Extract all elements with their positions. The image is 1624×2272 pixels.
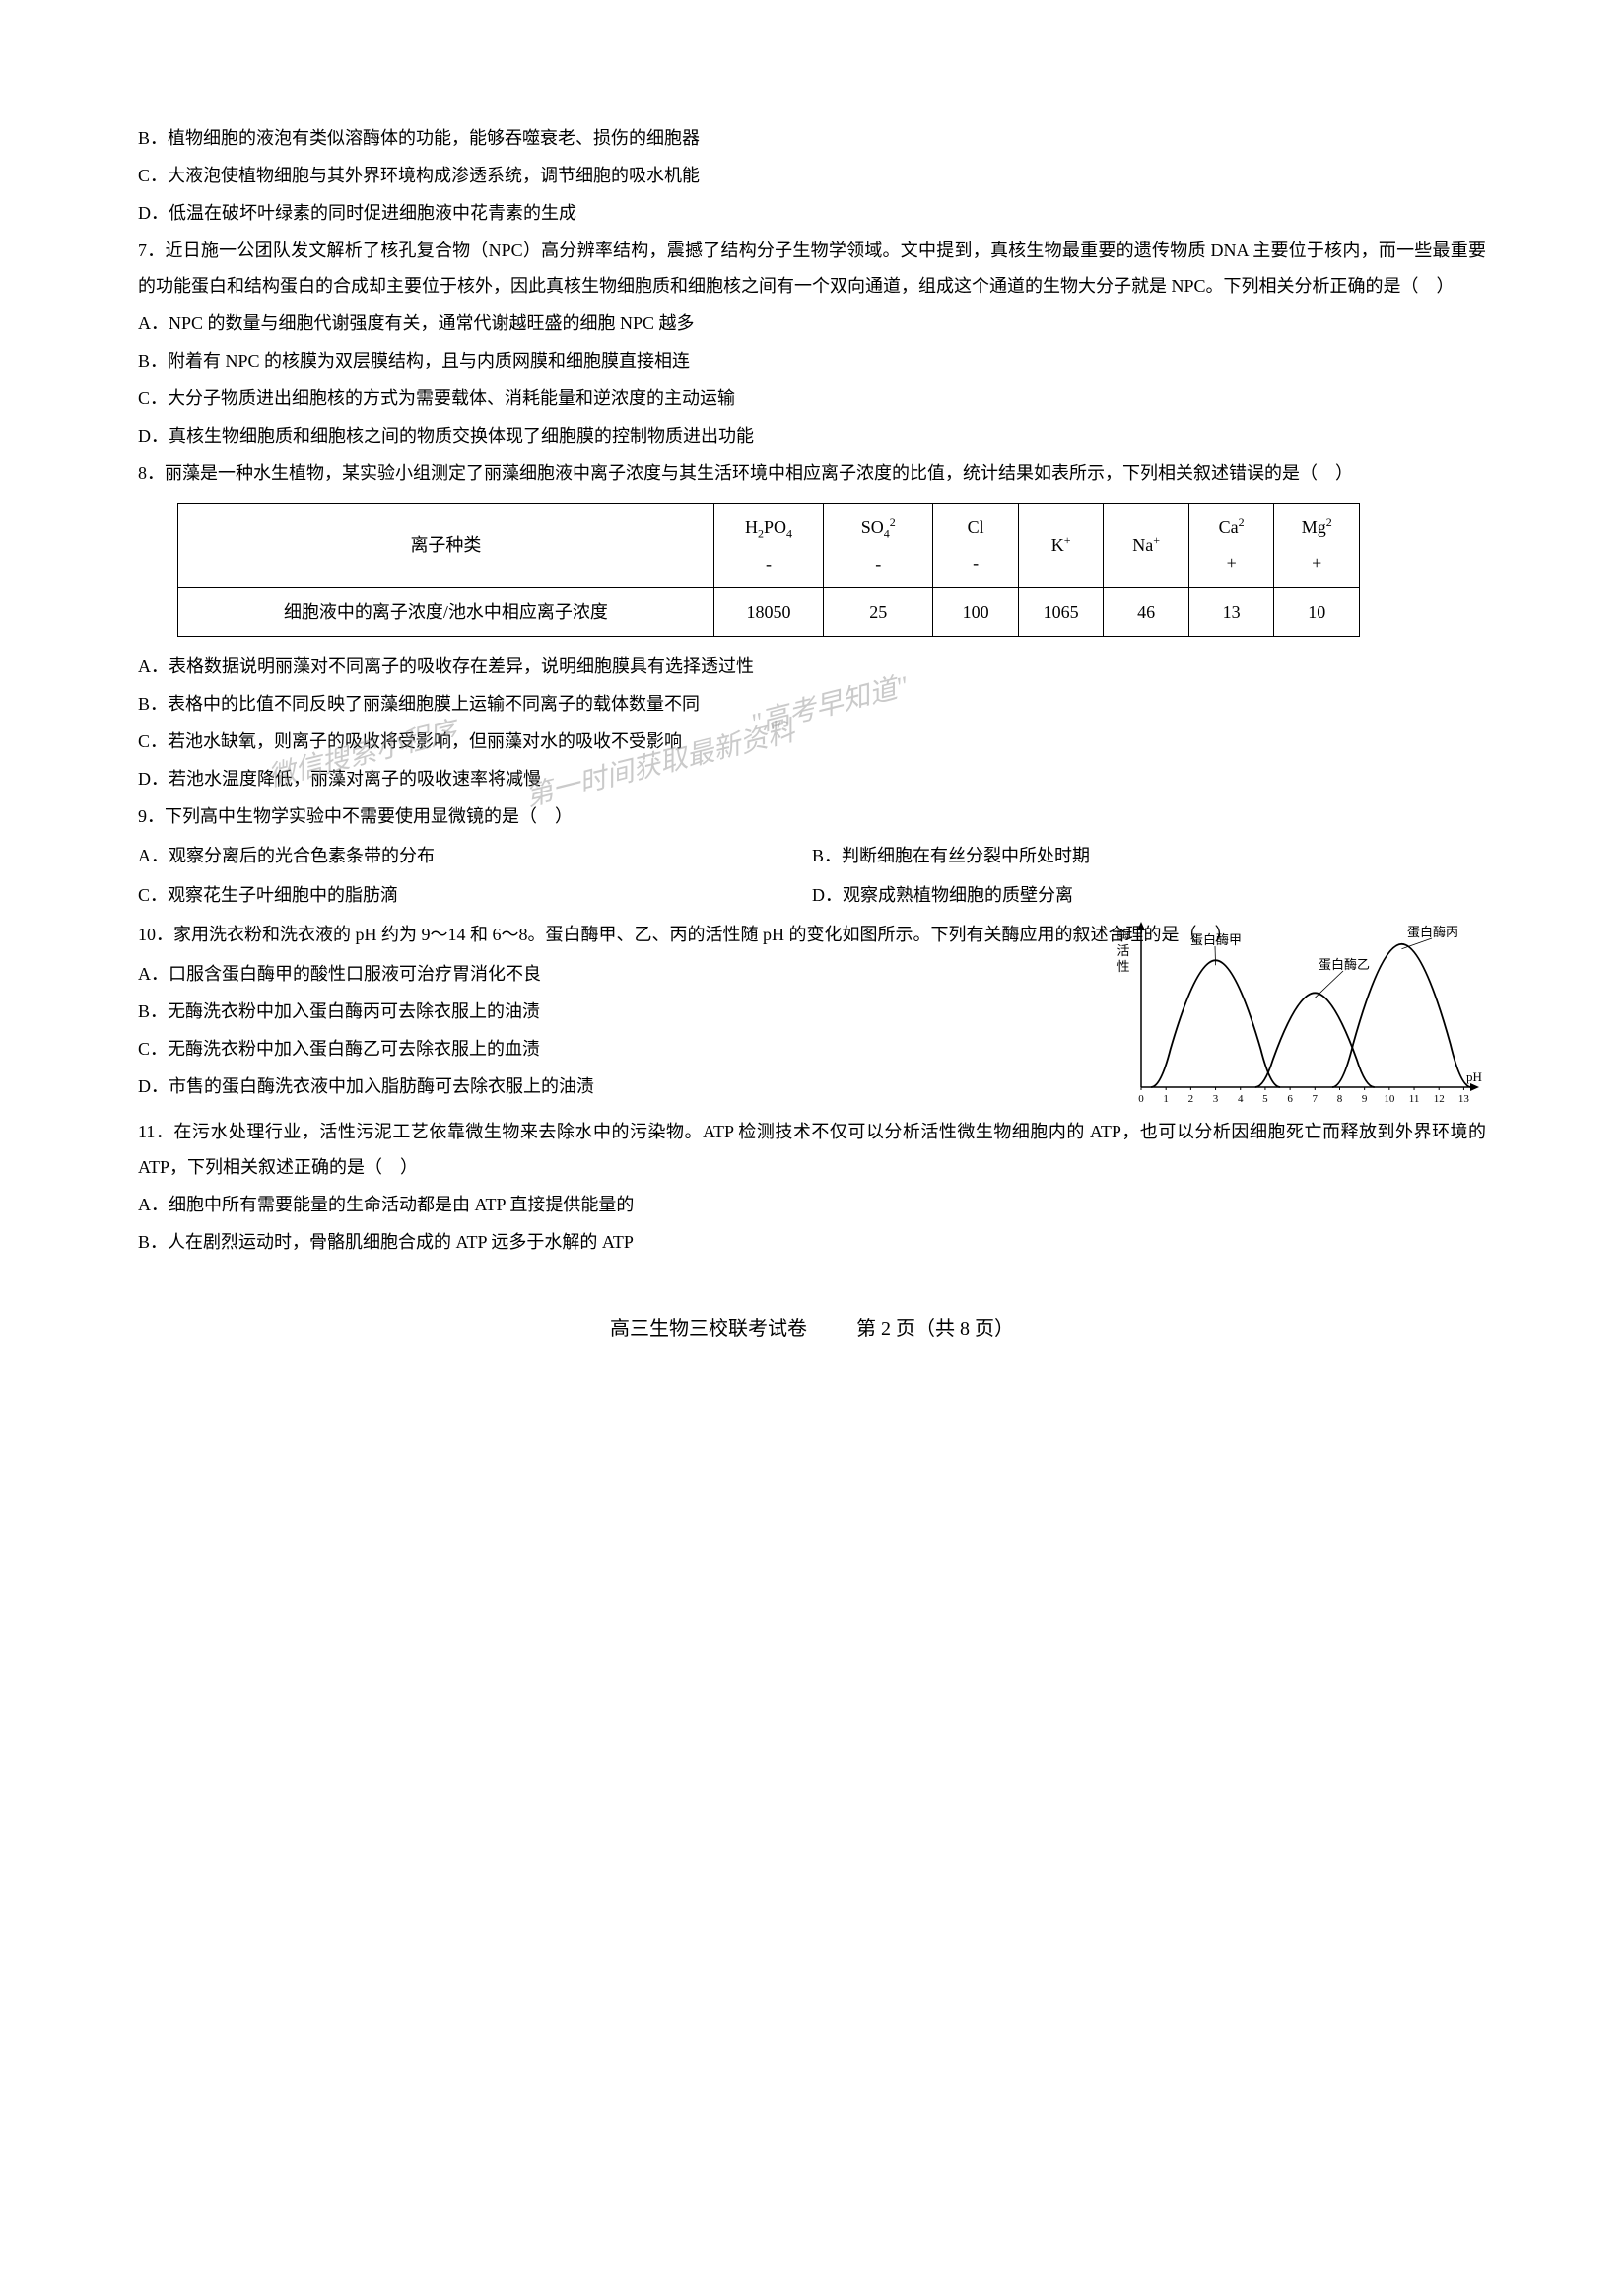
table-data-row: 细胞液中的离子浓度/池水中相应离子浓度 18050 25 100 1065 46… [178, 587, 1360, 636]
q9-opt-d: D．观察成熟植物细胞的质壁分离 [812, 877, 1486, 913]
q9-opt-b: B．判断细胞在有丝分裂中所处时期 [812, 838, 1486, 873]
q8-opt-b: B．表格中的比值不同反映了丽藻细胞膜上运输不同离子的载体数量不同 [138, 686, 1486, 722]
q10-opt-b: B．无酶洗衣粉中加入蛋白酶丙可去除衣服上的油渍 [138, 994, 1092, 1029]
ion-mg: Mg2+ [1274, 504, 1360, 588]
footer-page: 第 2 页（共 8 页） [856, 1318, 1014, 1340]
val-so4: 25 [824, 587, 933, 636]
val-mg: 10 [1274, 587, 1360, 636]
q7-opt-a: A．NPC 的数量与细胞代谢强度有关，通常代谢越旺盛的细胞 NPC 越多 [138, 306, 1486, 341]
svg-text:性: 性 [1116, 959, 1129, 974]
enzyme-chart: 012345678910111213酶活性pH蛋白酶甲蛋白酶乙蛋白酶丙 [1112, 915, 1486, 1112]
table-header-label: 离子种类 [178, 504, 714, 588]
ion-ca: Ca2+ [1188, 504, 1274, 588]
q8-table-container: 离子种类 H2PO4- SO42- Cl- K+ Na+ Ca2+ Mg2+ 细… [138, 503, 1486, 637]
footer-title: 高三生物三校联考试卷 [610, 1318, 807, 1340]
q10-container: A．口服含蛋白酶甲的酸性口服液可治疗胃消化不良 B．无酶洗衣粉中加入蛋白酶丙可去… [138, 954, 1486, 1112]
svg-text:12: 12 [1434, 1093, 1445, 1105]
val-cl: 100 [933, 587, 1019, 636]
ion-k: K+ [1018, 504, 1104, 588]
q6-opt-d: D．低温在破坏叶绿素的同时促进细胞液中花青素的生成 [138, 195, 1486, 231]
svg-text:7: 7 [1313, 1093, 1319, 1105]
svg-text:11: 11 [1409, 1093, 1420, 1105]
table-row-label: 细胞液中的离子浓度/池水中相应离子浓度 [178, 587, 714, 636]
q7-opt-b: B．附着有 NPC 的核膜为双层膜结构，且与内质网膜和细胞膜直接相连 [138, 343, 1486, 379]
svg-text:蛋白酶丙: 蛋白酶丙 [1407, 925, 1458, 939]
svg-text:5: 5 [1262, 1093, 1268, 1105]
q11-stem: 11．在污水处理行业，活性污泥工艺依靠微生物来去除水中的污染物。ATP 检测技术… [138, 1114, 1486, 1185]
svg-text:4: 4 [1238, 1093, 1244, 1105]
ion-h2po4: H2PO4- [713, 504, 823, 588]
q8-stem: 8．丽藻是一种水生植物，某实验小组测定了丽藻细胞液中离子浓度与其生活环境中相应离… [138, 455, 1486, 491]
val-ca: 13 [1188, 587, 1274, 636]
q9-stem: 9．下列高中生物学实验中不需要使用显微镜的是（ ） [138, 798, 1486, 834]
q7-opt-c: C．大分子物质进出细胞核的方式为需要载体、消耗能量和逆浓度的主动运输 [138, 380, 1486, 416]
svg-text:蛋白酶甲: 蛋白酶甲 [1190, 932, 1242, 947]
q8-table: 离子种类 H2PO4- SO42- Cl- K+ Na+ Ca2+ Mg2+ 细… [177, 503, 1360, 637]
val-na: 46 [1104, 587, 1189, 636]
q6-opt-c: C．大液泡使植物细胞与其外界环境构成渗透系统，调节细胞的吸水机能 [138, 158, 1486, 193]
svg-text:活: 活 [1116, 943, 1129, 958]
q10-opt-a: A．口服含蛋白酶甲的酸性口服液可治疗胃消化不良 [138, 956, 1092, 992]
page-footer: 高三生物三校联考试卷 第 2 页（共 8 页） [138, 1309, 1486, 1348]
svg-text:pH: pH [1466, 1069, 1482, 1084]
ion-na: Na+ [1104, 504, 1189, 588]
q9-opt-a: A．观察分离后的光合色素条带的分布 [138, 838, 812, 873]
svg-text:9: 9 [1362, 1093, 1368, 1105]
q6-opt-b: B．植物细胞的液泡有类似溶酶体的功能，能够吞噬衰老、损伤的细胞器 [138, 120, 1486, 156]
enzyme-chart-svg: 012345678910111213酶活性pH蛋白酶甲蛋白酶乙蛋白酶丙 [1112, 915, 1486, 1112]
q8-opt-d: D．若池水温度降低，丽藻对离子的吸收速率将减慢 [138, 761, 1486, 796]
ion-so4: SO42- [824, 504, 933, 588]
svg-text:蛋白酶乙: 蛋白酶乙 [1319, 957, 1370, 972]
svg-text:10: 10 [1384, 1093, 1395, 1105]
q8-opt-c: C．若池水缺氧，则离子的吸收将受影响，但丽藻对水的吸收不受影响 [138, 723, 1486, 759]
q9-opt-c: C．观察花生子叶细胞中的脂肪滴 [138, 877, 812, 913]
q11-opt-a: A．细胞中所有需要能量的生命活动都是由 ATP 直接提供能量的 [138, 1187, 1486, 1222]
svg-text:8: 8 [1337, 1093, 1343, 1105]
q7-stem: 7．近日施一公团队发文解析了核孔复合物（NPC）高分辨率结构，震撼了结构分子生物… [138, 233, 1486, 304]
val-k: 1065 [1018, 587, 1104, 636]
svg-text:2: 2 [1188, 1093, 1194, 1105]
svg-text:6: 6 [1287, 1093, 1293, 1105]
svg-text:0: 0 [1138, 1093, 1144, 1105]
q10-opt-c: C．无酶洗衣粉中加入蛋白酶乙可去除衣服上的血渍 [138, 1031, 1092, 1067]
q8-opt-a: A．表格数据说明丽藻对不同离子的吸收存在差异，说明细胞膜具有选择透过性 [138, 649, 1486, 684]
ion-cl: Cl- [933, 504, 1019, 588]
q10-options: A．口服含蛋白酶甲的酸性口服液可治疗胃消化不良 B．无酶洗衣粉中加入蛋白酶丙可去… [138, 954, 1092, 1112]
val-h2po4: 18050 [713, 587, 823, 636]
svg-text:3: 3 [1213, 1093, 1219, 1105]
q11-opt-b: B．人在剧烈运动时，骨骼肌细胞合成的 ATP 远多于水解的 ATP [138, 1224, 1486, 1260]
q7-opt-d: D．真核生物细胞质和细胞核之间的物质交换体现了细胞膜的控制物质进出功能 [138, 418, 1486, 453]
watermark-area: "高考早知道" 微信搜索小程序 第一时间获取最新资料 A．表格数据说明丽藻对不同… [138, 649, 1486, 759]
svg-text:1: 1 [1163, 1093, 1169, 1105]
svg-text:13: 13 [1458, 1093, 1470, 1105]
q10-opt-d: D．市售的蛋白酶洗衣液中加入脂肪酶可去除衣服上的油渍 [138, 1068, 1092, 1104]
table-header-row: 离子种类 H2PO4- SO42- Cl- K+ Na+ Ca2+ Mg2+ [178, 504, 1360, 588]
q9-options: A．观察分离后的光合色素条带的分布 B．判断细胞在有丝分裂中所处时期 C．观察花… [138, 836, 1486, 915]
svg-text:酶: 酶 [1116, 928, 1129, 942]
